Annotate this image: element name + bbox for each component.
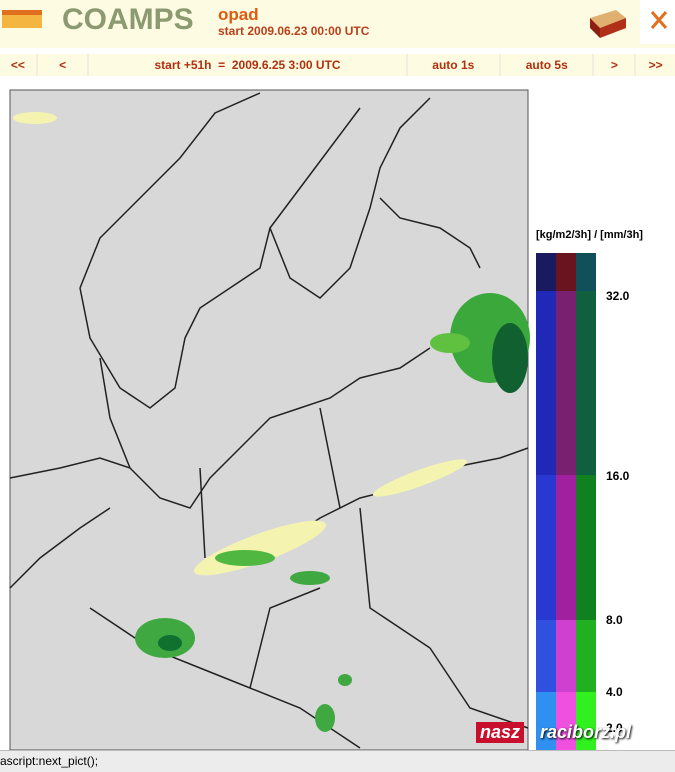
close-button[interactable]: [640, 0, 675, 44]
nav-button[interactable]: auto 5s: [501, 54, 593, 76]
legend-label: 4.0: [606, 685, 623, 699]
close-icon[interactable]: [640, 0, 675, 44]
time-display[interactable]: start +51h = 2009.6.25 3:00 UTC: [89, 54, 406, 76]
header: COAMPS opad start 2009.06.23 00:00 UTC: [0, 0, 675, 48]
status-text: ascript:next_pict();: [0, 754, 99, 768]
field-name: opad: [218, 5, 259, 24]
nav-button[interactable]: >: [594, 54, 635, 76]
start-time: start 2009.06.23 00:00 UTC: [218, 24, 370, 38]
legend-label: 16.0: [606, 469, 630, 483]
nav-button[interactable]: >>: [636, 54, 675, 76]
legend-label: 8.0: [606, 613, 623, 627]
nav-bar: << < start +51h = 2009.6.25 3:00 UTC aut…: [0, 54, 675, 76]
nav-button[interactable]: <: [37, 54, 88, 76]
legend-bar: [536, 253, 596, 750]
logo-icon: [2, 10, 42, 28]
watermark: nasz: [476, 722, 525, 743]
legend-label: 32.0: [606, 289, 630, 303]
precip-areas: [13, 112, 530, 732]
legend-label: 2.0: [606, 721, 623, 735]
watermark: raciborz.pl: [540, 722, 632, 742]
map: [9, 89, 530, 750]
legend-title: [kg/m2/3h] / [mm/3h]: [536, 229, 643, 241]
app-title: COAMPS: [62, 3, 194, 36]
book-icon[interactable]: [586, 4, 630, 42]
status-bar: ascript:next_pict();: [0, 750, 675, 772]
nav-button[interactable]: <<: [0, 54, 36, 76]
nav-button[interactable]: auto 1s: [407, 54, 500, 76]
